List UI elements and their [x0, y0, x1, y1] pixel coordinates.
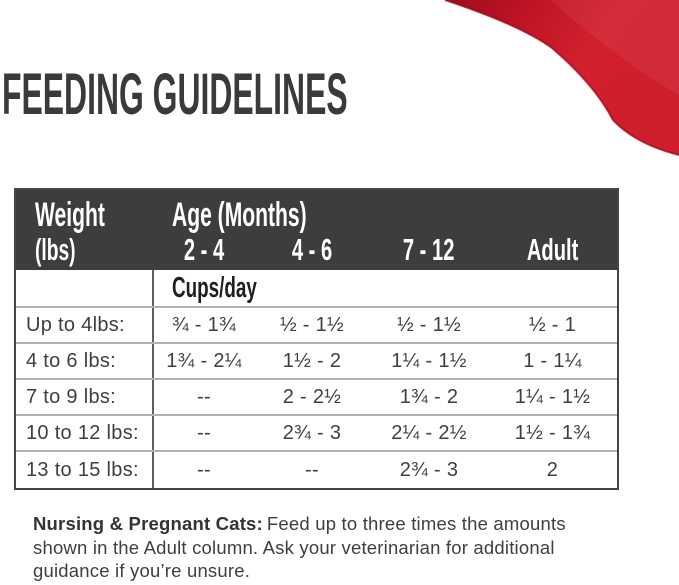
row-label: 4 to 6 lbs:	[16, 344, 154, 378]
table-row: 7 to 9 lbs: -- 2 - 2½ 1¾ - 2 1¼ - 1½	[16, 380, 617, 416]
cell-value: --	[305, 458, 319, 481]
red-swoosh-decoration	[444, 0, 679, 156]
age-col-7-12: 7 - 12	[403, 232, 455, 267]
cell-value: 1½ - 1¾	[514, 421, 591, 444]
table-row: 10 to 12 lbs: -- 2¾ - 3 2¼ - 2½ 1½ - 1¾	[16, 416, 617, 452]
cell-value: ¾ - 1¾	[171, 313, 237, 336]
cell-value: 2¾ - 3	[399, 458, 459, 481]
footnote-line-1-rest: Feed up to three times the amounts	[266, 513, 566, 534]
table-header-row-2: (lbs) 2 - 4 4 - 6 7 - 12 Adult	[16, 234, 617, 270]
row-label: 7 to 9 lbs:	[16, 380, 154, 414]
age-col-adult: Adult	[526, 232, 579, 267]
cell-value: 2¼ - 2½	[391, 421, 467, 444]
page-title: FEEDING GUIDELINES	[2, 66, 630, 124]
cell-value: ½ - 1½	[396, 313, 462, 336]
cell-value: 1 - 1¼	[523, 349, 582, 372]
weight-unit-label: (lbs)	[35, 232, 76, 267]
row-label: 10 to 12 lbs:	[16, 416, 154, 450]
footnote: Nursing & Pregnant Cats: Feed up to three…	[33, 512, 566, 583]
footnote-line-3: guidance if you’re unsure.	[33, 560, 251, 581]
table-row: 13 to 15 lbs: -- -- 2¾ - 3 2	[16, 452, 617, 488]
cell-value: --	[197, 385, 211, 408]
units-row: Cups/day	[16, 270, 617, 308]
cell-value: 2	[546, 458, 559, 481]
weight-unit-cell: (lbs)	[16, 234, 154, 265]
age-col-2-4: 2 - 4	[183, 232, 225, 267]
table-row: Up to 4lbs: ¾ - 1¾ ½ - 1½ ½ - 1½ ½ - 1	[16, 308, 617, 344]
footnote-line-1: Nursing & Pregnant Cats: Feed up to three…	[33, 512, 566, 536]
cups-per-day-label: Cups/day	[172, 271, 257, 304]
table-header-row-1: Weight Age (Months)	[16, 190, 617, 234]
feeding-table: Weight Age (Months) (lbs) 2 - 4 4 - 6 7 …	[14, 188, 619, 490]
cell-value: 2 - 2½	[282, 385, 342, 408]
weight-header-cell: Weight	[16, 198, 154, 232]
cell-value: 1½ - 2	[282, 349, 342, 372]
table-header: Weight Age (Months) (lbs) 2 - 4 4 - 6 7 …	[16, 190, 617, 270]
page-title-text: FEEDING GUIDELINES	[2, 62, 348, 127]
row-label: 13 to 15 lbs:	[16, 452, 154, 488]
cell-value: --	[197, 458, 211, 481]
cell-value: --	[197, 421, 211, 444]
footnote-bold-lead: Nursing & Pregnant Cats:	[33, 513, 263, 534]
units-cell: Cups/day	[154, 270, 617, 306]
age-header-cell: Age (Months)	[154, 198, 617, 232]
cell-value: ½ - 1½	[279, 313, 345, 336]
age-header-label: Age (Months)	[172, 196, 307, 234]
cell-value: 1¾ - 2¼	[166, 349, 242, 372]
cell-value: 1¼ - 1½	[391, 349, 467, 372]
cell-value: 1¾ - 2	[399, 385, 459, 408]
table-row: 4 to 6 lbs: 1¾ - 2¼ 1½ - 2 1¼ - 1½ 1 - 1…	[16, 344, 617, 380]
cell-value: 1¼ - 1½	[514, 385, 591, 408]
units-row-empty-cell	[16, 270, 154, 306]
weight-header-label: Weight	[35, 196, 105, 234]
row-label: Up to 4lbs:	[16, 308, 154, 342]
cell-value: 2¾ - 3	[282, 421, 342, 444]
age-col-4-6: 4 - 6	[291, 232, 333, 267]
cell-value: ½ - 1	[528, 313, 577, 336]
footnote-line-2: shown in the Adult column. Ask your vete…	[33, 536, 555, 558]
